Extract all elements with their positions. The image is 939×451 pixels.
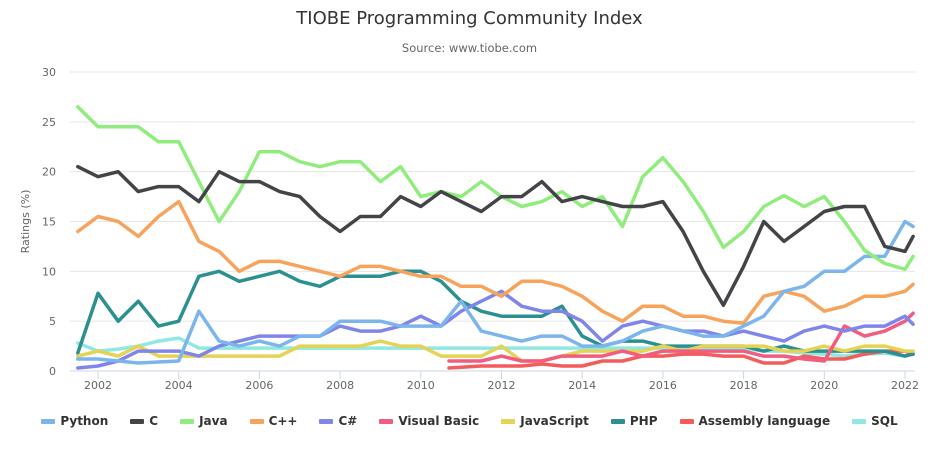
- x-tick-label: 2010: [407, 379, 435, 392]
- legend-item-c[interactable]: C: [130, 414, 158, 428]
- y-tick-label: 15: [42, 216, 56, 229]
- series-line-php: [76, 269, 915, 358]
- x-tick-label: 2016: [649, 379, 677, 392]
- legend-label: C++: [268, 414, 298, 428]
- legend-label: Visual Basic: [398, 414, 480, 428]
- legend-label: Assembly language: [698, 414, 831, 428]
- legend-swatch: [501, 418, 516, 424]
- chart-subtitle: Source: www.tiobe.com: [401, 41, 538, 55]
- legend-swatch: [379, 418, 394, 424]
- legend: Python C Java C++ C# Visual Basic JavaScript PH…: [0, 414, 939, 428]
- legend-swatch: [319, 418, 334, 424]
- x-tick-label: 2020: [810, 379, 838, 392]
- legend-label: C#: [338, 414, 358, 428]
- legend-item-c-[interactable]: C#: [319, 414, 357, 428]
- legend-item-sql[interactable]: SQL: [852, 414, 898, 428]
- legend-item-python[interactable]: Python: [41, 414, 108, 428]
- x-tick-label: 2004: [165, 379, 193, 392]
- series-line-python: [76, 219, 915, 365]
- x-tick-label: 2014: [568, 379, 596, 392]
- x-tick-label: 2008: [326, 379, 354, 392]
- legend-label: JavaScript: [520, 414, 589, 428]
- y-tick-label: 20: [42, 166, 56, 179]
- y-tick-label: 25: [42, 116, 56, 129]
- legend-label: SQL: [871, 414, 898, 428]
- legend-swatch: [180, 418, 195, 424]
- legend-swatch: [610, 418, 625, 424]
- y-tick-label: 10: [42, 265, 56, 278]
- series-line-c: [76, 164, 915, 307]
- y-tick-label: 0: [49, 365, 56, 378]
- x-tick-label: 2012: [488, 379, 516, 392]
- legend-swatch: [852, 418, 867, 424]
- y-axis-label: Ratings (%): [19, 190, 32, 254]
- legend-label: Python: [60, 414, 109, 428]
- y-tick-label: 5: [49, 315, 56, 328]
- legend-swatch: [130, 418, 145, 424]
- y-tick-label: 30: [42, 66, 56, 79]
- x-tick-label: 2018: [730, 379, 758, 392]
- series-line-c-: [76, 199, 915, 325]
- legend-item-java[interactable]: Java: [180, 414, 228, 428]
- x-tick-label: 2006: [245, 379, 273, 392]
- legend-item-assembly-language[interactable]: Assembly language: [679, 414, 831, 428]
- legend-label: Java: [199, 414, 228, 428]
- series-line-javascript: [76, 339, 915, 363]
- series-line-assembly-language: [447, 349, 915, 370]
- legend-item-c-[interactable]: C++: [249, 414, 298, 428]
- legend-label: C: [149, 414, 159, 428]
- series-line-c-: [76, 289, 915, 370]
- legend-swatch: [41, 418, 56, 424]
- legend-item-visual-basic[interactable]: Visual Basic: [379, 414, 479, 428]
- legend-label: PHP: [629, 414, 658, 428]
- chart-title: TIOBE Programming Community Index: [296, 8, 643, 29]
- legend-item-javascript[interactable]: JavaScript: [501, 414, 589, 428]
- legend-swatch: [249, 418, 264, 424]
- series-line-visual-basic: [447, 311, 915, 363]
- legend-item-php[interactable]: PHP: [610, 414, 658, 428]
- legend-swatch: [679, 418, 694, 424]
- x-tick-label: 2002: [84, 379, 112, 392]
- x-tick-label: 2022: [891, 379, 919, 392]
